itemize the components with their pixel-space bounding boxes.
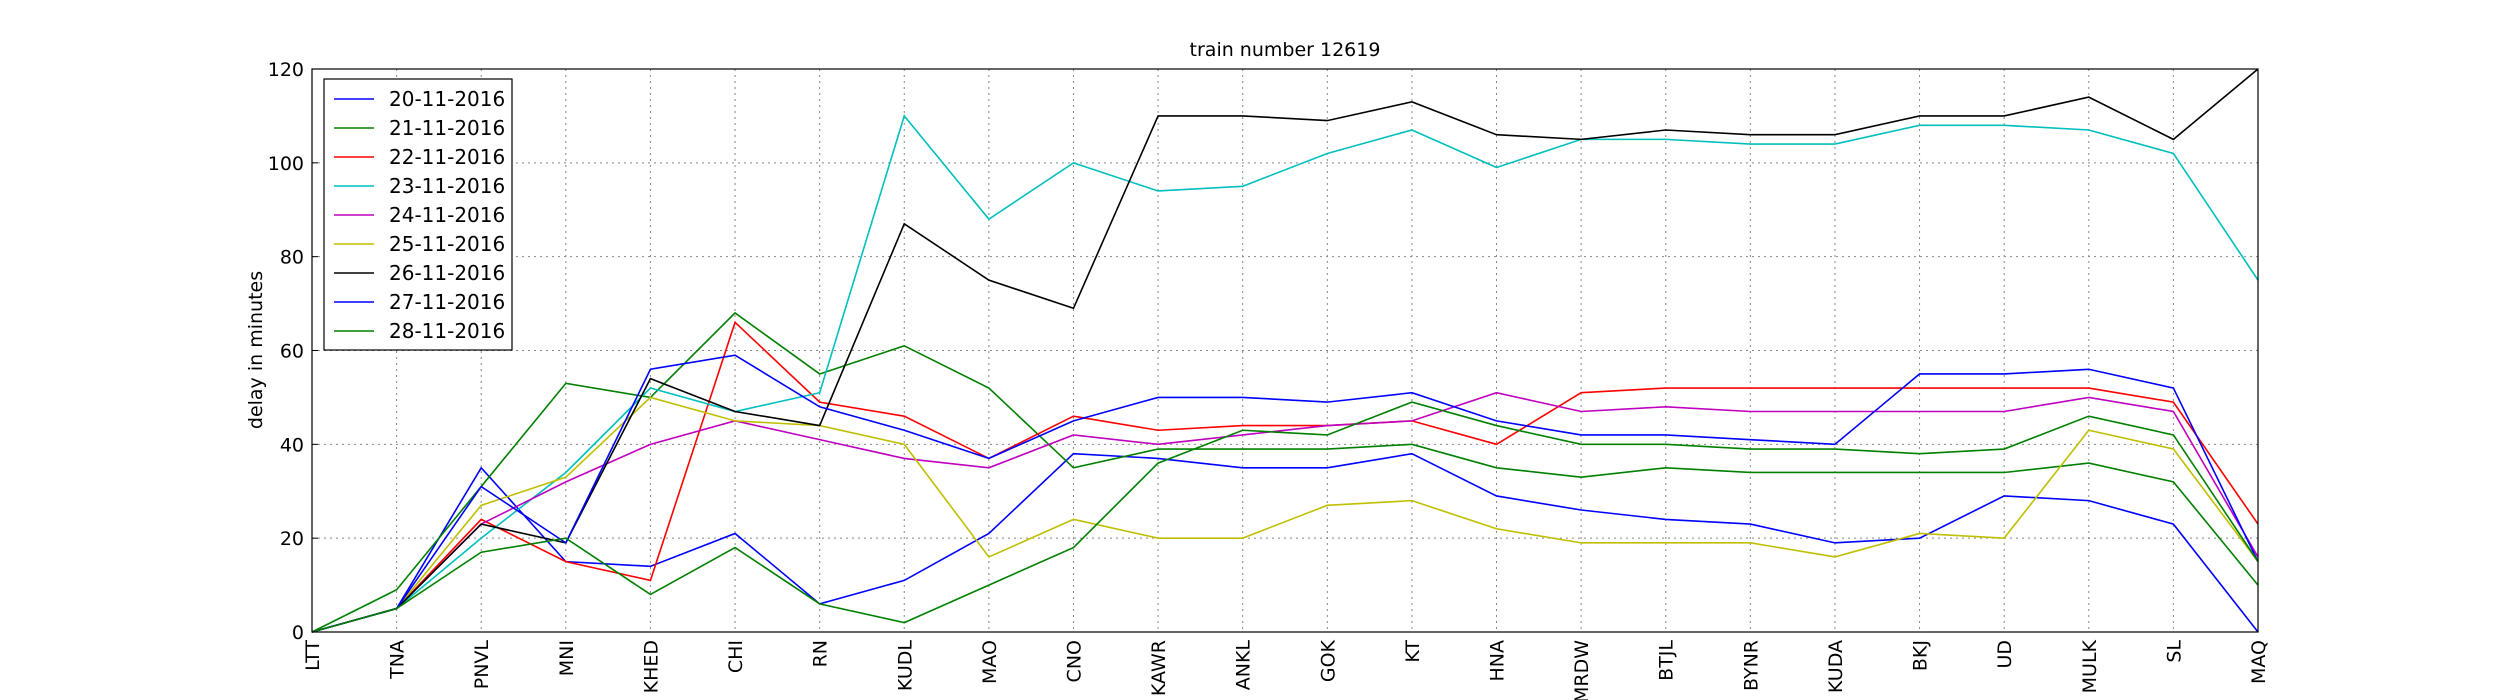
x-tick-label: LTT [302,640,324,671]
x-tick-label: BKJ [1910,640,1932,671]
legend-label: 21-11-2016 [389,116,505,140]
series-line [311,401,2259,633]
x-tick-label: SL [2163,640,2185,663]
legend-label: 23-11-2016 [389,174,505,198]
x-tick-label: KUDL [894,640,916,691]
x-tick-label: PNVL [471,640,493,690]
plot-frame [311,68,2259,633]
x-tick-label: CNO [1063,640,1085,682]
x-tick-label: ANKL [1233,640,1255,691]
x-tick-label: BYNR [1740,640,1762,691]
x-tick-label: BTJL [1656,640,1678,681]
y-tick-label: 120 [268,59,304,81]
series-line [311,452,2259,633]
x-tick-label: UD [1994,640,2016,669]
y-tick-label: 60 [280,341,304,363]
x-tick-label: MULK [2079,639,2101,693]
series-line [311,311,2259,633]
series-line [311,68,2259,633]
y-tick-label: 20 [280,528,304,550]
y-tick-label: 80 [280,247,304,269]
y-tick-label: 0 [292,622,304,644]
x-tick-label: MAO [979,640,1001,684]
legend-label: 24-11-2016 [389,203,505,227]
series-line [311,114,2259,633]
y-axis-label: delay in minutes [245,271,267,429]
legend-label: 25-11-2016 [389,232,505,256]
series-line [311,391,2259,633]
x-tick-label: MNI [556,640,578,676]
legend-label: 28-11-2016 [389,319,505,343]
series-line [311,396,2259,633]
legend-label: 22-11-2016 [389,145,505,169]
series-line [311,320,2259,633]
x-tick-label: HNA [1487,640,1509,682]
x-tick-label: RN [810,640,832,667]
x-tick-label: MRDW [1571,640,1593,700]
x-tick-label: KUDA [1825,640,1847,693]
legend-label: 20-11-2016 [389,87,505,111]
x-tick-label: CHI [725,640,747,673]
legend-label: 26-11-2016 [389,261,505,285]
x-tick-label: TNA [387,640,409,680]
x-tick-label: KHED [640,640,662,693]
legend-label: 27-11-2016 [389,290,505,314]
x-tick-label: KAWR [1148,640,1170,696]
y-tick-label: 100 [268,153,304,175]
x-tick-label: GOK [1317,639,1339,682]
chart-title: train number 12619 [1190,39,1381,61]
x-tick-label: MAQ [2248,640,2270,684]
x-tick-label: KT [1402,640,1424,663]
series-line [311,354,2259,633]
y-tick-label: 40 [280,434,304,456]
